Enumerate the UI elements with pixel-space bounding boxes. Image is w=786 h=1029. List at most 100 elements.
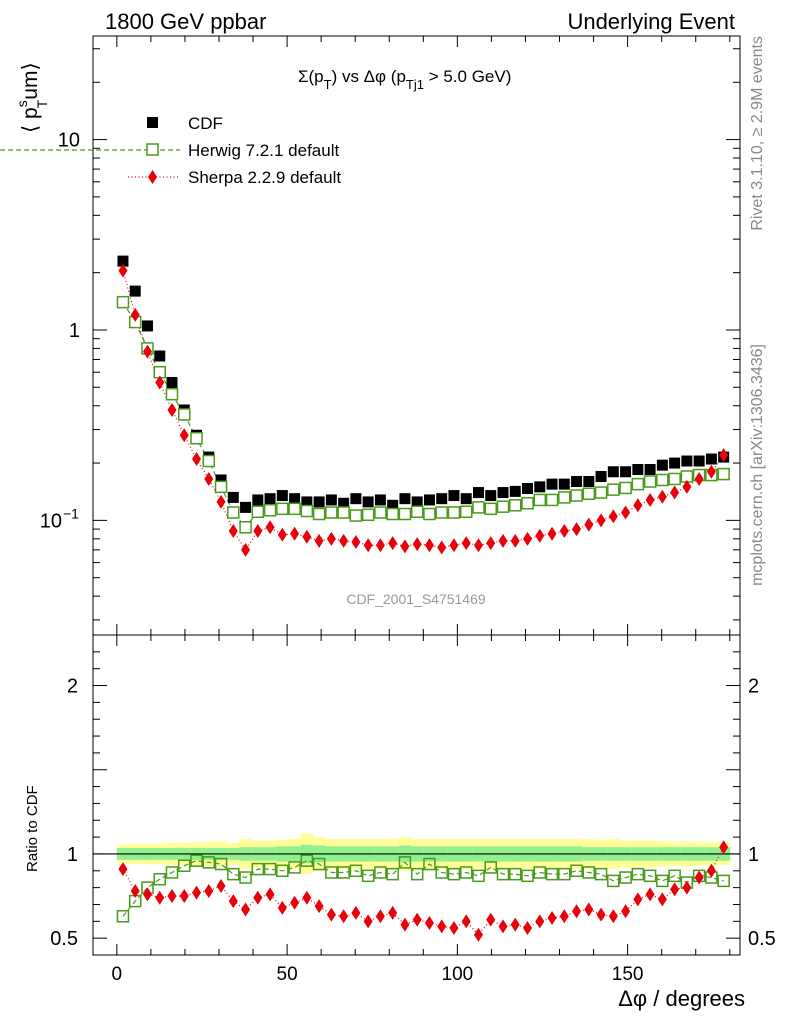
herwig-ratio-point [558, 867, 571, 881]
herwig-point [533, 493, 547, 507]
herwig-point [668, 472, 681, 486]
sherpa-point [228, 523, 238, 538]
x-tick-label: 100 [442, 964, 474, 985]
cdf-point [509, 485, 521, 497]
sherpa-point [559, 523, 569, 538]
sherpa-point [437, 540, 447, 555]
sherpa-ratio-point [204, 884, 214, 898]
sherpa-point [351, 534, 361, 549]
sherpa-point [523, 531, 533, 546]
herwig-point [239, 521, 252, 534]
header-right: Underlying Event [567, 9, 735, 34]
herwig-ratio-point [472, 869, 485, 883]
herwig-point [276, 502, 289, 516]
herwig-point [263, 504, 277, 517]
ratio-uncertainty-bands [93, 833, 740, 875]
herwig-ratio-point [190, 854, 203, 867]
herwig-ratio-point [288, 861, 301, 874]
cdf-point [534, 481, 546, 493]
sherpa-point [486, 536, 496, 551]
sherpa-ratio-point [596, 907, 606, 922]
cdf-point [166, 376, 178, 388]
herwig-ratio-point [300, 854, 314, 867]
xlabel: Δφ / degrees [618, 986, 745, 1011]
sherpa-ratio-point [167, 889, 177, 904]
cdf-point [595, 470, 607, 482]
herwig-ratio-point [227, 867, 240, 881]
cdf-point [215, 474, 227, 486]
sherpa-ratio-point [473, 927, 483, 942]
sherpa-ratio-point [498, 919, 508, 934]
sherpa-ratio-point [719, 840, 729, 855]
sherpa-ratio-point [670, 882, 680, 897]
herwig-point [656, 473, 669, 487]
sherpa-ratio-point [547, 910, 557, 925]
herwig-ratio-point [459, 866, 473, 879]
sherpa-ratio-point [314, 899, 324, 914]
cdf-point [129, 285, 141, 297]
sherpa-point [412, 537, 422, 552]
herwig-ratio-point [643, 869, 657, 883]
herwig-ratio-point [263, 862, 277, 876]
cdf-point [301, 496, 313, 508]
sherpa-ratio-point [253, 890, 263, 905]
herwig-point [643, 475, 657, 488]
herwig-ratio-point [374, 866, 387, 879]
herwig-ratio-point [619, 871, 632, 884]
sherpa-point [461, 536, 471, 551]
ylabel-bottom: Ratio to CDF [24, 785, 41, 872]
herwig-line [122, 301, 724, 529]
sherpa-ratio-point [290, 895, 300, 910]
cdf-point [472, 487, 484, 499]
sherpa-ratio-point [265, 887, 275, 902]
sherpa-point [694, 471, 704, 486]
sherpa-point [204, 471, 214, 486]
sherpa-point [510, 533, 520, 548]
herwig-ratio-point [325, 866, 338, 879]
sherpa-point [302, 529, 312, 544]
cdf-point [485, 490, 497, 502]
herwig-point [472, 501, 485, 514]
sherpa-ratio-point [118, 862, 128, 877]
sherpa-point [400, 539, 410, 554]
sherpa-ratio-point [633, 892, 643, 907]
sherpa-point [326, 531, 336, 546]
cdf-point [669, 457, 681, 469]
herwig-point [594, 486, 608, 499]
herwig-ratio-point [410, 867, 424, 881]
herwig-point [116, 295, 130, 309]
title-sigma: Σ(p [298, 67, 324, 86]
sherpa-point [265, 520, 275, 535]
herwig-point [631, 477, 645, 491]
herwig-ratio-point [668, 869, 681, 883]
mcplots-label: mcplots.cern.ch [arXiv:1306.3436] [749, 344, 766, 586]
cdf-point [387, 499, 399, 511]
cdf-point [656, 459, 668, 471]
herwig-ratio-point [361, 869, 375, 883]
cdf-point [607, 466, 619, 478]
herwig-point [558, 491, 571, 504]
cdf-point [264, 493, 276, 505]
herwig-ratio-point [656, 874, 669, 888]
herwig-ratio-point [214, 857, 228, 871]
sherpa-point [584, 517, 594, 532]
sherpa-ratio-point [155, 890, 165, 905]
herwig-point [251, 505, 265, 518]
herwig-ratio-point [239, 871, 252, 884]
y-tick-label-bottom-right: 2 [748, 676, 759, 698]
herwig-ratio-point [521, 869, 534, 883]
sherpa-point [363, 538, 373, 553]
cdf-point [240, 501, 252, 513]
cdf-point [583, 476, 595, 488]
herwig-ratio-point [251, 862, 265, 876]
sherpa-ratio-point [241, 902, 251, 917]
legend: CDF Herwig 7.2.1 default Sherpa 2.2.9 de… [0, 114, 341, 187]
sherpa-point [155, 375, 165, 390]
title-sub-T: T [324, 77, 332, 92]
header-left: 1800 GeV ppbar [105, 9, 266, 34]
herwig-ratio-point [165, 866, 179, 879]
sherpa-point [498, 533, 508, 548]
legend-herwig-marker [146, 143, 159, 156]
herwig-point [312, 507, 326, 521]
